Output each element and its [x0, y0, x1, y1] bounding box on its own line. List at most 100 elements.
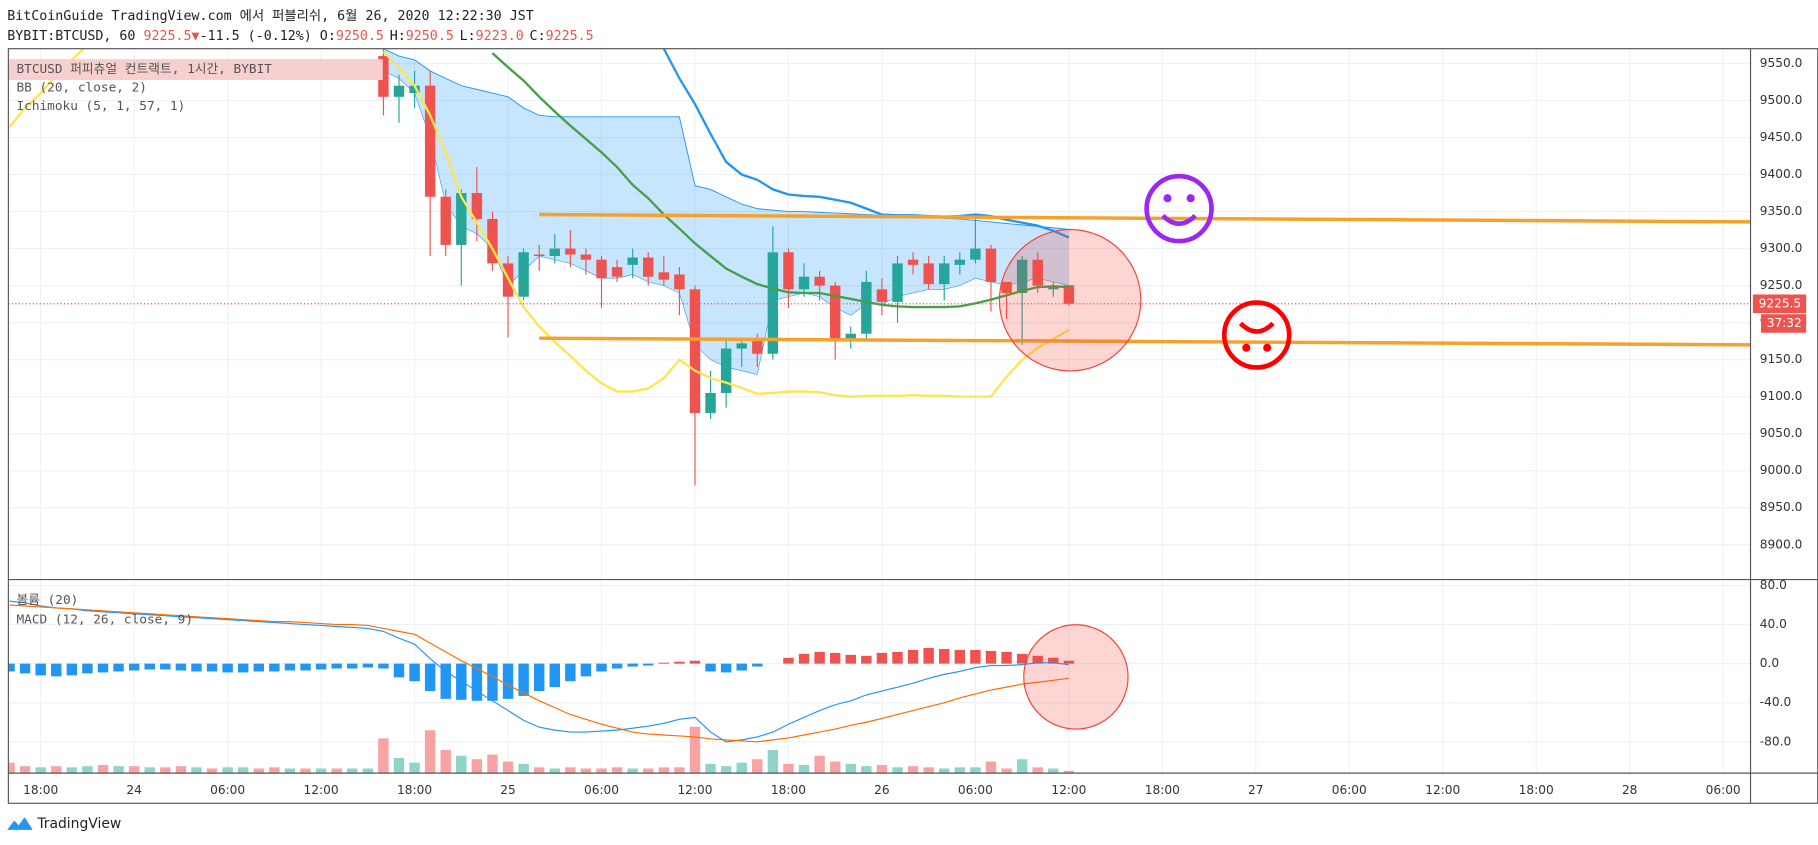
- volume-bar: [456, 755, 467, 774]
- histogram-bar: [907, 649, 919, 664]
- histogram-bar: [191, 663, 202, 672]
- x-tick-label: 24: [126, 783, 142, 797]
- volume-bar: [362, 768, 374, 774]
- histogram-bar: [269, 663, 280, 672]
- volume-bar: [487, 754, 498, 774]
- volume-bar: [502, 761, 514, 774]
- candle-body: [970, 248, 981, 260]
- histogram-bar: [347, 663, 358, 669]
- x-tick-label: 12:00: [1425, 783, 1460, 797]
- histogram-bar: [440, 663, 451, 699]
- volume-bar: [1063, 770, 1075, 774]
- y-tick-label: 80.0: [1760, 578, 1787, 592]
- volume-bar: [580, 768, 592, 774]
- change: -11.5 (-0.12%): [200, 29, 320, 44]
- histogram-bar: [315, 663, 327, 670]
- histogram-bar: [8, 663, 15, 672]
- volume-bar: [705, 763, 716, 774]
- volume-bar: [876, 765, 888, 774]
- histogram-bar: [300, 663, 311, 671]
- histogram-bar: [689, 660, 701, 664]
- x-tick-label: 06:00: [1332, 783, 1367, 797]
- candle-body: [378, 56, 389, 97]
- x-tick-label: 18:00: [1519, 783, 1554, 797]
- volume-bar: [66, 767, 78, 774]
- legend-highlight: [8, 59, 383, 80]
- histogram-bar: [923, 647, 934, 664]
- y-tick-label: 9400.0: [1760, 167, 1803, 181]
- x-tick-label: 28: [1622, 783, 1637, 797]
- header-ohlc: BYBIT:BTCUSD, 60 9225.5▼-11.5 (-0.12%) O…: [7, 29, 593, 44]
- volume-bar: [175, 766, 187, 774]
- frame: [7, 48, 1818, 804]
- candle-body: [892, 263, 903, 302]
- ohlc-value: 9250.5: [406, 29, 454, 44]
- volume-bar: [237, 767, 249, 774]
- histogram-bar: [829, 652, 841, 664]
- smiley: [1144, 173, 1214, 244]
- candle-body: [767, 252, 779, 354]
- arrow: ▼: [192, 29, 200, 44]
- volume-bar: [985, 761, 997, 774]
- main-pane: [8, 48, 1751, 486]
- histogram-bar: [222, 663, 233, 673]
- volume-bar: [643, 768, 654, 774]
- volume-bar: [752, 759, 763, 774]
- histogram-bar: [861, 655, 872, 664]
- histogram-bar: [1001, 651, 1012, 664]
- candle-body: [1048, 285, 1059, 290]
- y-tick-label: 9150.0: [1760, 352, 1803, 366]
- histogram-bar: [658, 662, 670, 664]
- y-tick-label: 9000.0: [1760, 463, 1803, 477]
- indicator-line: [8, 48, 1070, 398]
- volume-bar: [1048, 768, 1059, 774]
- histogram-bar: [331, 663, 342, 669]
- x-tick-label: 06:00: [958, 783, 993, 797]
- histogram-bar: [424, 663, 436, 692]
- footer-brand: TradingView: [36, 816, 121, 832]
- histogram-bar: [627, 663, 638, 667]
- y-tick-label: 8900.0: [1760, 537, 1803, 551]
- histogram-bar: [596, 663, 607, 672]
- candle-body: [487, 218, 498, 264]
- histogram-bar: [237, 663, 249, 673]
- candle-body: [643, 257, 654, 277]
- histogram-bar: [876, 652, 888, 664]
- histogram-bar: [82, 663, 93, 674]
- volume-bar: [35, 767, 46, 774]
- volume-bar: [51, 766, 62, 774]
- y-tick-label: 0.0: [1760, 656, 1779, 670]
- header-title: BitCoinGuide TradingView.com 에서 퍼블리쉬, 6월…: [7, 8, 534, 24]
- histogram-bar: [113, 663, 124, 672]
- y-tick-label: 9350.0: [1760, 204, 1803, 218]
- indicator-line: [491, 52, 1069, 309]
- x-tick-label: 06:00: [1706, 783, 1741, 797]
- candle-body: [456, 193, 467, 245]
- x-tick-label: 25: [500, 783, 515, 797]
- candle-body: [518, 252, 529, 297]
- symbol: BYBIT:BTCUSD, 60: [7, 29, 143, 44]
- histogram-bar: [253, 663, 264, 672]
- candle-body: [829, 285, 841, 342]
- candle-body: [876, 289, 888, 302]
- x-tick-label: 06:00: [584, 783, 619, 797]
- volume-bar: [160, 767, 171, 774]
- volume-bar: [767, 749, 779, 774]
- candle-body: [845, 333, 856, 342]
- histogram-bar: [175, 663, 187, 671]
- histogram-bar: [533, 663, 545, 692]
- volume-bar: [658, 767, 670, 774]
- volume-bar: [253, 768, 264, 774]
- volume-bar: [269, 767, 280, 774]
- x-tick-label: 26: [874, 783, 889, 797]
- volume-bar: [128, 766, 140, 774]
- x-tick-label: 18:00: [397, 783, 432, 797]
- volume-bar: [8, 762, 15, 774]
- volume-bar: [440, 749, 451, 774]
- y-tick-label: 9250.0: [1760, 278, 1803, 292]
- candle-body: [1001, 281, 1012, 294]
- volume-bar: [331, 768, 342, 774]
- x-tick-label: 18:00: [1145, 783, 1180, 797]
- candle-body: [471, 193, 483, 219]
